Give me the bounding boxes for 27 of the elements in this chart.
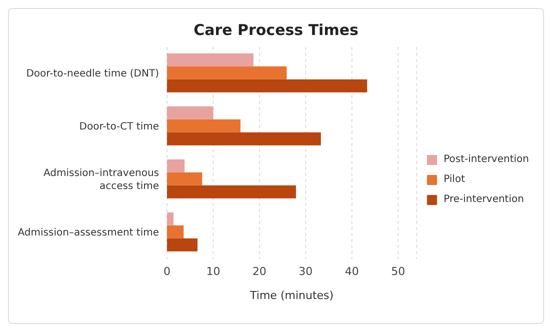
chart-title: Care Process Times	[192, 20, 360, 39]
bar	[167, 79, 368, 92]
bar	[167, 225, 184, 238]
x-tick-label: 50	[391, 264, 406, 278]
legend-label: Post-intervention	[444, 153, 529, 167]
bar	[167, 212, 174, 226]
bar	[167, 106, 214, 120]
x-tick-label: 0	[164, 264, 170, 278]
x-tick-label: 20	[252, 264, 266, 278]
y-tick-label: Door-to-needle time (DNT)	[26, 68, 160, 79]
legend-label: Pilot	[444, 173, 465, 187]
bar	[167, 185, 296, 198]
bar	[167, 119, 240, 132]
x-tick-label: 10	[206, 264, 220, 278]
bar	[167, 53, 254, 66]
bar	[167, 238, 198, 252]
y-tick-label: Admission–intravenous access time	[43, 168, 159, 192]
y-tick-label: Door-to-CT time	[79, 121, 159, 132]
x-tick-label: 30	[298, 264, 313, 278]
bar	[167, 132, 321, 146]
x-tick-label: 40	[344, 264, 359, 278]
legend-label: Pre-intervention	[444, 193, 524, 207]
bar	[167, 66, 287, 80]
x-axis-title: Time (minutes)	[249, 289, 334, 302]
bar	[167, 159, 185, 172]
bar	[167, 172, 202, 186]
y-tick-label: Admission–assessment time	[18, 227, 159, 238]
